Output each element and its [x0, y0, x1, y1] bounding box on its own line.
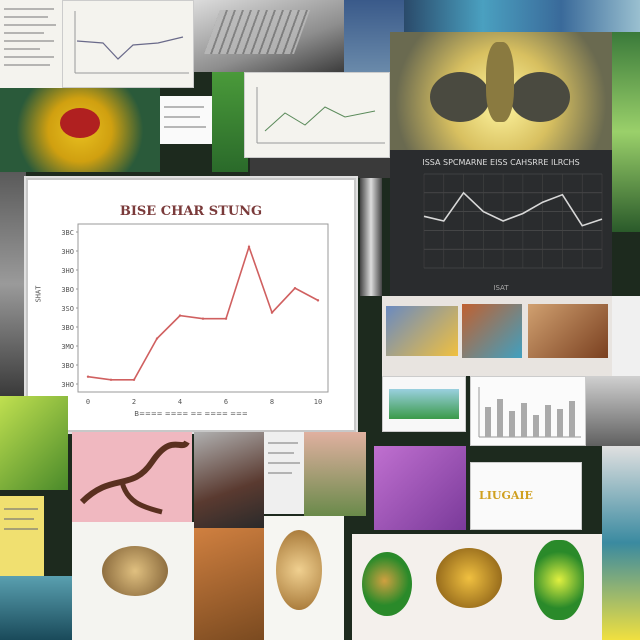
main-y-tick-label: 3SO	[61, 305, 74, 313]
main-y-tick-label: 3HO	[61, 381, 74, 389]
photo-tile-insect	[390, 32, 612, 150]
gold-label: LIUGAIE	[479, 489, 533, 502]
main-data-point	[317, 299, 319, 301]
illustration-tile-shell	[72, 522, 194, 640]
chart-tile-bars	[470, 376, 586, 446]
main-series-line	[88, 247, 318, 380]
main-x-tick-label: 0	[86, 398, 90, 406]
illustration-tile-purple	[374, 446, 466, 530]
main-data-point	[179, 314, 181, 316]
photo-tile-fruit-green	[352, 534, 422, 640]
small-chart-tile-middle	[244, 72, 390, 158]
main-x-tick-label: 10	[314, 398, 322, 406]
photo-tile-nut	[422, 534, 518, 640]
document-tile-yellow	[0, 496, 44, 576]
chart-tile-landscape	[382, 376, 466, 432]
chart-tile-gold: LIUGAIE	[470, 462, 582, 530]
small-chart-tile-top	[62, 0, 194, 88]
main-x-tick-label: 6	[224, 398, 228, 406]
main-chart-tile: BISE CHAR STUNG 3BC 3HO 3HO 3BO 3SO 3BO 3MO 3BO…	[26, 178, 356, 432]
main-x-tick-label: 4	[178, 398, 182, 406]
dark-chart-title: ISSA SPCMARNE EISS CAHSRRE ILRCHS	[390, 158, 612, 167]
document-tile-middle	[264, 432, 304, 514]
photo-tile-fruit-lime	[518, 534, 602, 640]
main-x-tick-label: 8	[270, 398, 274, 406]
panel-tile-right-middle	[382, 296, 612, 376]
photo-tile-dark-strip	[250, 158, 390, 178]
photo-tile-green-creature	[0, 396, 68, 490]
photo-tile-right-strip-2	[586, 376, 640, 446]
main-y-tick-label: 3BO	[61, 286, 74, 294]
main-data-point	[110, 379, 112, 381]
photo-tile-green-right	[612, 32, 640, 232]
illustration-tile-pink	[72, 432, 192, 522]
main-y-tick-label: 3BC	[61, 229, 74, 237]
main-y-tick-label: 3HO	[61, 267, 74, 275]
main-y-tick-label: 3MO	[61, 343, 74, 351]
main-data-point	[133, 379, 135, 381]
main-data-point	[156, 337, 158, 339]
dark-chart-tile: ISSA SPCMARNE EISS CAHSRRE ILRCHS ISAT	[390, 150, 612, 296]
small-scatter-chart	[245, 73, 390, 158]
photo-tile-flower	[0, 88, 160, 172]
note-tile	[160, 96, 212, 144]
photo-tile-green-leaf	[212, 72, 248, 172]
photo-tile-right-edge	[612, 296, 640, 376]
photo-tile-ocean	[0, 576, 72, 640]
dark-line-chart	[390, 150, 612, 296]
photo-tile-fur	[194, 528, 264, 640]
main-data-point	[271, 311, 273, 313]
main-data-point	[87, 376, 89, 378]
bar-chart-small	[471, 377, 586, 446]
small-line-chart	[63, 1, 194, 88]
main-y-tick-label: 3BO	[61, 324, 74, 332]
main-data-point	[225, 317, 227, 319]
branch-illustration	[72, 432, 192, 522]
dark-chart-subtitle: ISAT	[390, 284, 612, 292]
photo-tile-shovel	[194, 432, 264, 528]
main-data-point	[294, 287, 296, 289]
photo-tile-keyboard	[194, 0, 344, 72]
photo-tile-hand	[304, 432, 366, 516]
main-data-point	[248, 246, 250, 248]
photo-tile-rod	[360, 178, 382, 296]
illustration-tile-egg	[264, 516, 344, 640]
photo-tile-tools	[404, 0, 640, 32]
dark-series-line	[424, 193, 602, 226]
main-chart-xlabel: B==== ==== == ==== ===	[28, 410, 354, 418]
main-y-tick-label: 3BO	[61, 362, 74, 370]
main-chart-title: BISE CHAR STUNG	[28, 204, 354, 219]
photo-tile-right-bottom	[602, 446, 640, 640]
main-data-point	[202, 317, 204, 319]
document-tile-top-left	[0, 0, 62, 88]
main-plot-frame	[78, 224, 328, 392]
main-chart-ylabel: SHAT	[34, 286, 42, 303]
main-x-tick-label: 2	[132, 398, 136, 406]
main-y-tick-label: 3HO	[61, 248, 74, 256]
photo-tile-left-strip	[0, 172, 26, 396]
